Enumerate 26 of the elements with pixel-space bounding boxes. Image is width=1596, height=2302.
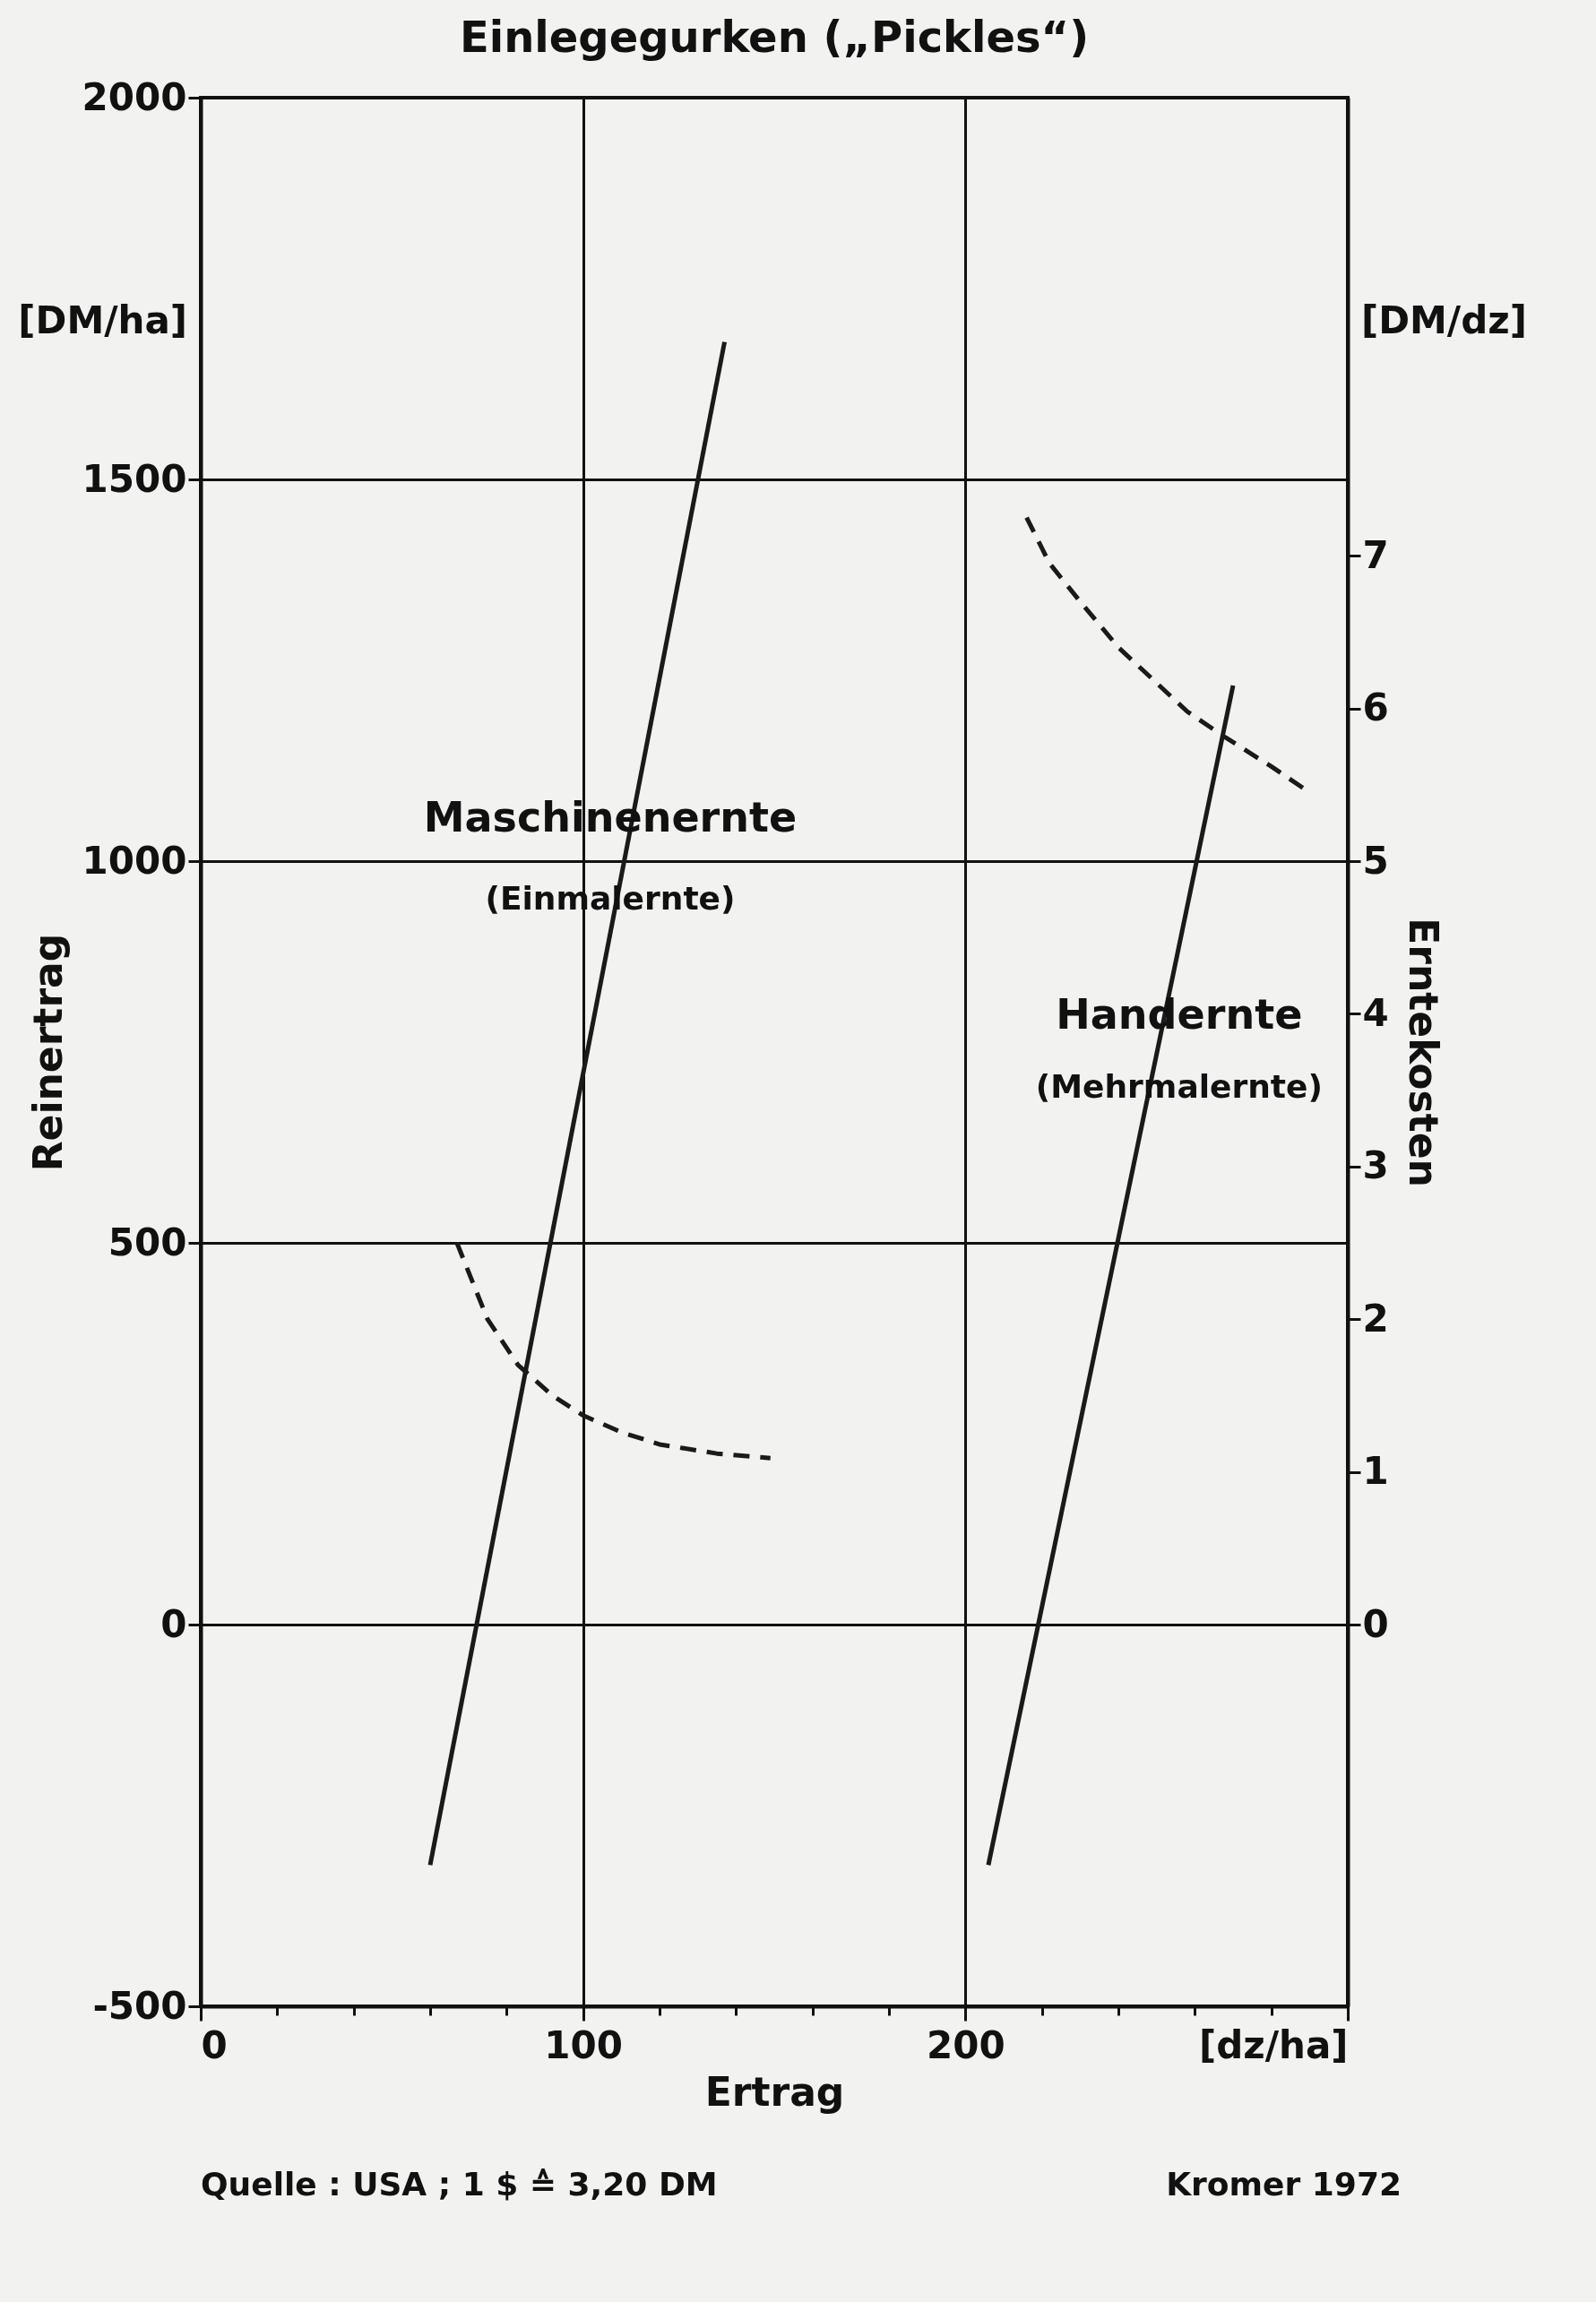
y2-tick-label: 7 xyxy=(1362,532,1389,577)
x-axis-title: Ertrag xyxy=(704,2068,845,2115)
y-axis-title: Reinertrag xyxy=(24,933,71,1172)
y2-tick-label: 3 xyxy=(1362,1143,1389,1188)
x-tick-label: 0 xyxy=(201,2022,228,2067)
y2-axis-title: Erntekosten xyxy=(1400,918,1446,1187)
chart-title: Einlegegurken („Pickles“) xyxy=(459,12,1090,62)
y-tick-label: 500 xyxy=(108,1220,187,1264)
x-tick-label: 200 xyxy=(927,2022,1005,2067)
y2-tick-label: 6 xyxy=(1362,685,1389,730)
y-tick-label: 1000 xyxy=(82,838,187,883)
y-tick-label: 1500 xyxy=(82,456,187,501)
text: [DM/dz] xyxy=(1361,298,1527,342)
y-tick-label: 2000 xyxy=(82,74,187,119)
y2-tick-label: 0 xyxy=(1362,1601,1389,1646)
x-tick-label: 100 xyxy=(544,2022,623,2067)
y-tick-label: -500 xyxy=(92,1983,187,2028)
y-tick-label: 0 xyxy=(160,1601,187,1646)
y2-tick-label: 5 xyxy=(1362,838,1389,883)
y2-tick-label: 2 xyxy=(1362,1296,1389,1341)
y2-tick-label: 1 xyxy=(1362,1449,1389,1494)
text: Kromer 1972 xyxy=(1166,2166,1402,2203)
source-note: Quelle : USA ; 1 $ ≙ 3,20 DM xyxy=(201,2166,718,2203)
y2-tick-label: 4 xyxy=(1362,990,1389,1035)
text: [DM/ha] xyxy=(18,298,187,342)
x-tick-label: [dz/ha] xyxy=(1199,2022,1349,2067)
